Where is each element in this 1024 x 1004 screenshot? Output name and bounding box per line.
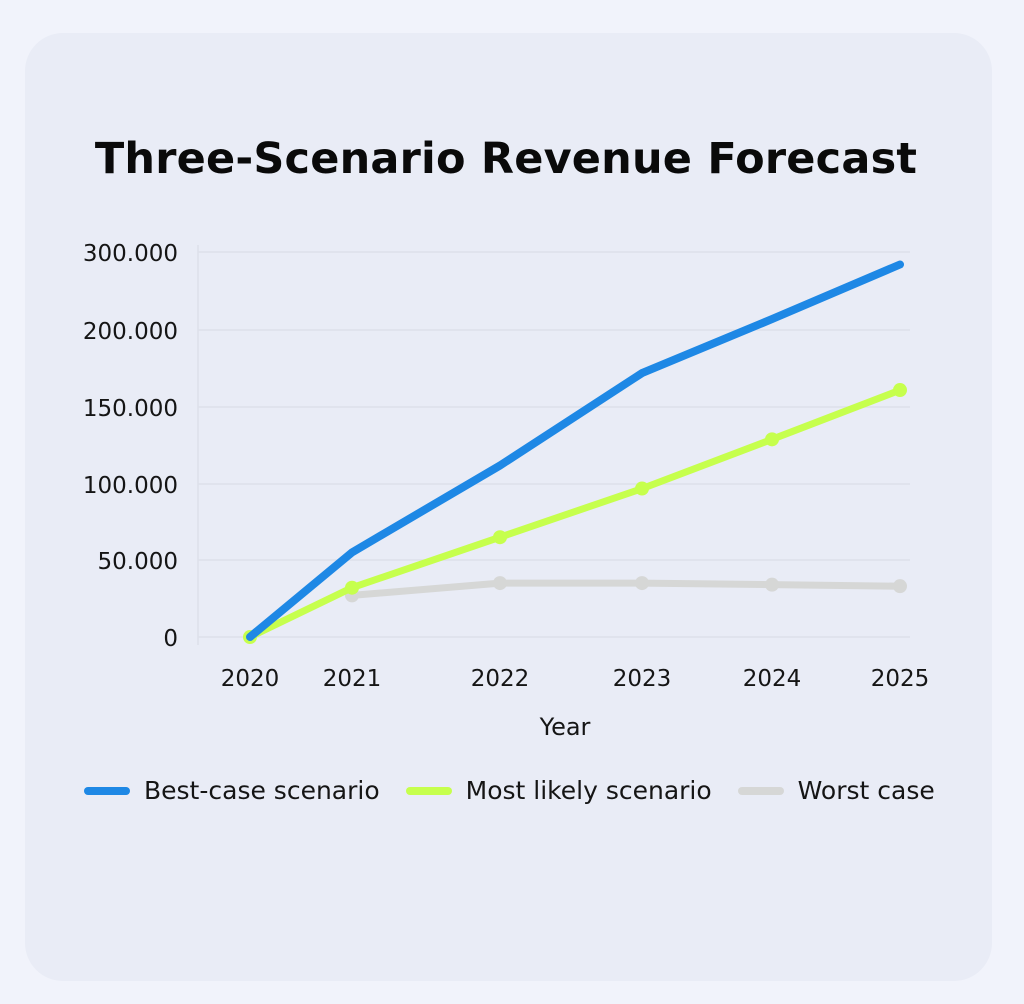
x-tick-label: 2021: [323, 666, 382, 692]
y-tick-label: 200.000: [83, 319, 178, 345]
legend-item-best-case: Best-case scenario: [84, 776, 380, 805]
series-line-best-case-scenario: [246, 260, 904, 641]
legend-label-best-case: Best-case scenario: [144, 776, 380, 805]
x-axis-label: Year: [539, 713, 591, 741]
chart-card: [25, 33, 992, 981]
series-line-worst-case: [348, 579, 904, 599]
chart-title: Three-Scenario Revenue Forecast: [94, 134, 918, 184]
x-tick-label: 2025: [871, 666, 930, 692]
data-point-worst-case: [493, 576, 507, 591]
data-point-most-likely-scenario: [765, 432, 779, 447]
legend-label-worst-case: Worst case: [797, 776, 935, 805]
data-point-worst-case: [765, 577, 779, 592]
y-tick-label: 150.000: [83, 396, 178, 422]
series-line-most-likely-scenario: [246, 386, 904, 641]
data-point-worst-case: [635, 576, 649, 591]
legend-swatch-best-case: [84, 786, 130, 795]
legend-item-worst-case: Worst case: [737, 776, 935, 805]
y-tick-label: 100.000: [83, 473, 178, 499]
data-point-most-likely-scenario: [893, 383, 907, 398]
data-point-most-likely-scenario: [345, 580, 359, 595]
y-tick-label: 300.000: [83, 241, 178, 267]
legend: Best-case scenario Most likely scenario …: [84, 776, 964, 805]
x-tick-label: 2022: [471, 666, 530, 692]
y-tick-label: 0: [163, 626, 178, 652]
x-tick-label: 2024: [743, 666, 802, 692]
y-tick-label: 50.000: [98, 549, 178, 575]
x-tick-label: 2023: [613, 666, 672, 692]
x-tick-label: 2020: [221, 666, 280, 692]
legend-swatch-worst-case: [737, 786, 784, 795]
legend-item-most-likely: Most likely scenario: [405, 776, 712, 805]
data-point-most-likely-scenario: [493, 530, 507, 545]
legend-label-most-likely: Most likely scenario: [465, 776, 712, 805]
data-point-most-likely-scenario: [635, 481, 649, 496]
legend-swatch-most-likely: [405, 786, 452, 795]
data-point-worst-case: [893, 579, 907, 594]
